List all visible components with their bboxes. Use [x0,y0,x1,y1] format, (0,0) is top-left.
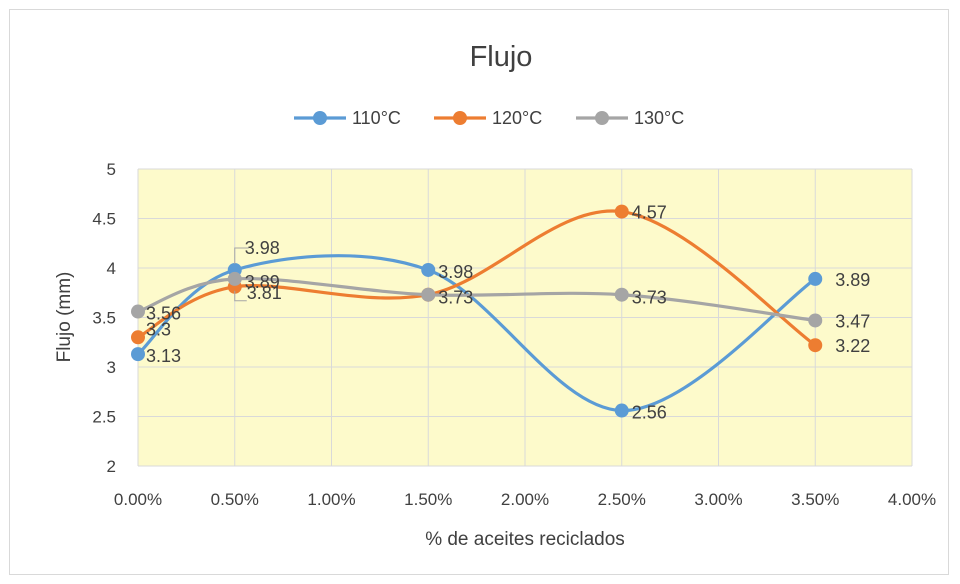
legend: 110°C 120°C 130°C [294,108,684,128]
data-label: 4.57 [632,203,667,223]
data-label: 3.89 [835,270,870,290]
data-label: 3.22 [835,336,870,356]
legend-entry: 120°C [492,108,542,128]
data-point [421,287,436,302]
y-tick-label: 2.5 [92,408,116,427]
y-tick-label: 2 [107,457,116,476]
series-line [136,276,817,323]
leader-line [234,290,247,302]
data-label: 3.98 [245,238,280,258]
data-label: 2.56 [632,403,667,423]
x-tick-label: 4.00% [888,490,936,509]
y-axis-ticks: 2 2.5 3 3.5 4 4.5 5 [92,160,116,476]
data-label: 3.73 [632,288,667,308]
y-axis-label: Flujo (mm) [54,272,75,363]
legend-entry: 110°C [352,108,401,128]
data-point [614,204,629,219]
data-point [227,271,242,286]
x-tick-label: 0.00% [114,490,162,509]
x-tick-label: 2.00% [501,490,549,509]
y-tick-label: 4 [107,259,116,278]
leader-line [234,247,249,264]
data-point [808,313,823,328]
data-label: 3.56 [146,304,181,324]
data-label: 3.89 [245,272,280,292]
x-tick-label: 0.50% [211,490,259,509]
data-label: 3.98 [438,262,473,282]
y-tick-label: 3 [107,358,116,377]
data-point [421,262,436,277]
y-tick-label: 5 [107,160,116,179]
chart-title: Flujo [470,41,533,73]
data-point [614,287,629,302]
x-tick-label: 3.00% [694,490,742,509]
x-axis-label: % de aceites reciclados [425,529,625,550]
gridlines [137,168,913,467]
series-line [136,254,817,413]
data-point [808,271,823,286]
data-point [131,330,145,345]
data-point [131,304,145,319]
x-tick-label: 2.50% [598,490,646,509]
legend-marker [595,111,609,125]
y-tick-label: 4.5 [92,210,116,229]
series-line [136,209,817,347]
data-labels: 3.13 3.98 3.98 2.56 3.89 3.3 3.81 4.57 3.22 3.56 3… [146,203,870,423]
data-label: 3.73 [438,288,473,308]
data-point [131,347,145,362]
legend-marker [453,111,467,125]
x-tick-label: 1.50% [404,490,452,509]
legend-entry: 130°C [634,108,684,128]
x-tick-label: 1.00% [307,490,355,509]
series-layer [131,204,823,418]
data-point [614,403,629,418]
x-axis-ticks: 0.00% 0.50% 1.00% 1.50% 2.00% 2.50% 3.00% 3.50%… [114,490,936,509]
data-label: 3.3 [146,319,171,339]
data-label: 3.13 [146,346,181,366]
data-label: 3.81 [247,283,282,303]
x-tick-label: 3.50% [791,490,839,509]
data-label: 3.47 [835,311,870,331]
y-tick-label: 3.5 [92,309,116,328]
legend-marker [313,111,327,125]
data-point [808,338,823,353]
